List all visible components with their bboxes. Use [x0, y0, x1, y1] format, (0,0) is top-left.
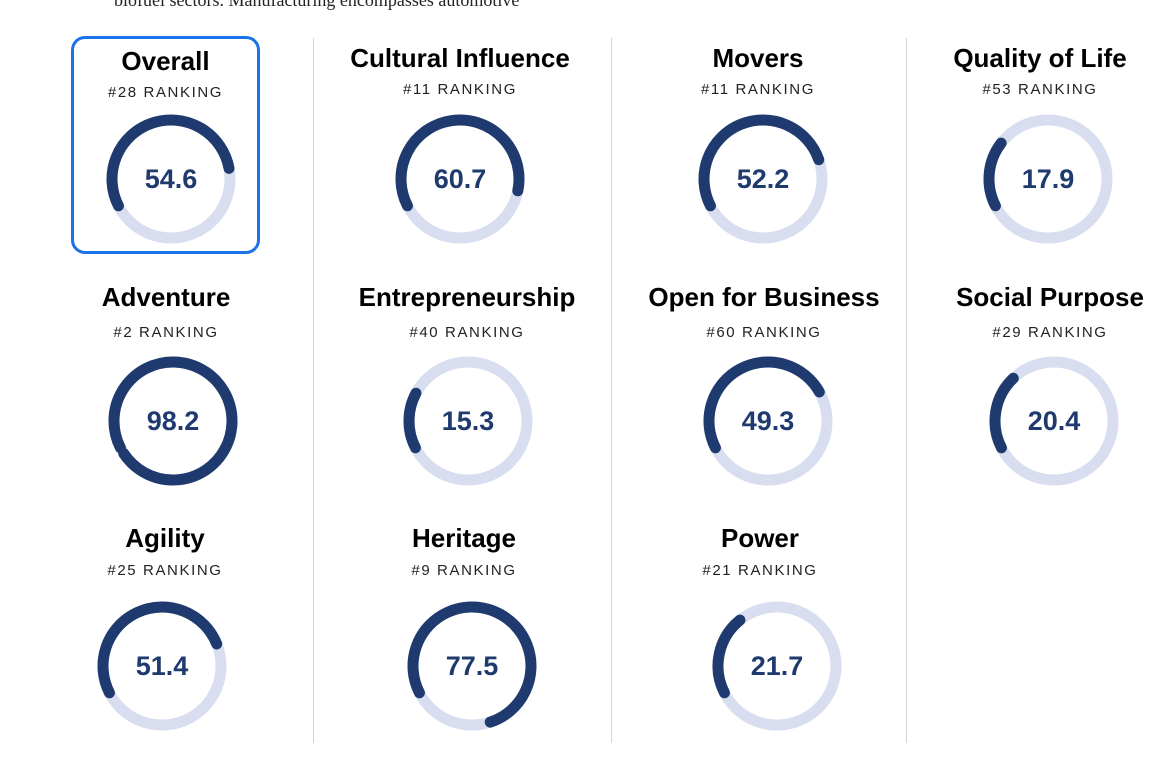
category-card-power[interactable]: Power #21 RANKING 21.7 — [640, 518, 880, 738]
category-title: Open for Business — [648, 282, 880, 312]
score-gauge: 17.9 — [978, 109, 1118, 249]
category-rank: #11 RANKING — [700, 81, 816, 98]
score-gauge: 52.2 — [693, 109, 833, 249]
score-gauge: 60.7 — [390, 109, 530, 249]
score-gauge: 54.6 — [101, 109, 241, 249]
category-rank: #9 RANKING — [411, 562, 517, 579]
category-card-social-purpose[interactable]: Social Purpose #29 RANKING 20.4 — [930, 278, 1170, 498]
score-gauge: 21.7 — [707, 596, 847, 736]
score-value: 54.6 — [144, 164, 198, 194]
category-card-cultural-influence[interactable]: Cultural Influence #11 RANKING 60.7 — [340, 36, 580, 256]
score-gauge: 98.2 — [103, 351, 243, 491]
score-value: 49.3 — [741, 406, 795, 436]
score-value: 52.2 — [736, 164, 790, 194]
score-gauge: 20.4 — [984, 351, 1124, 491]
intro-text: biofuel sectors. Manufacturing encompass… — [114, 0, 520, 10]
category-rank: #60 RANKING — [706, 324, 822, 341]
category-title: Movers — [712, 43, 804, 73]
gauge-fill — [407, 601, 537, 728]
column-divider — [611, 38, 612, 743]
category-title: Adventure — [101, 282, 231, 312]
category-card-heritage[interactable]: Heritage #9 RANKING 77.5 — [344, 518, 584, 738]
category-title: Quality of Life — [953, 43, 1127, 73]
gauge-ring — [407, 601, 537, 731]
gauge-ring — [703, 356, 833, 486]
score-value: 20.4 — [1027, 406, 1081, 436]
gauge-ring — [403, 356, 533, 486]
gauge-fill — [108, 356, 238, 486]
category-title: Power — [720, 523, 800, 553]
gauge-fill — [403, 387, 422, 454]
category-rank: #53 RANKING — [982, 81, 1098, 98]
column-divider — [313, 38, 314, 743]
category-card-movers[interactable]: Movers #11 RANKING 52.2 — [638, 36, 878, 256]
gauge-fill — [395, 114, 525, 212]
category-rank: #40 RANKING — [409, 324, 525, 341]
gauge-ring — [698, 114, 828, 244]
category-title: Cultural Influence — [350, 43, 570, 73]
gauge-fill — [698, 114, 825, 212]
gauge-fill — [989, 372, 1019, 454]
column-divider — [906, 38, 907, 743]
category-card-entrepreneurship[interactable]: Entrepreneurship #40 RANKING 15.3 — [347, 278, 587, 498]
score-gauge: 49.3 — [698, 351, 838, 491]
gauge-fill — [106, 114, 235, 212]
category-rank: #11 RANKING — [402, 81, 518, 98]
category-card-open-for-business[interactable]: Open for Business #60 RANKING 49.3 — [644, 278, 884, 498]
category-title: Agility — [125, 523, 205, 553]
score-gauge: 51.4 — [92, 596, 232, 736]
score-gauge: 15.3 — [398, 351, 538, 491]
score-gauge: 77.5 — [402, 596, 542, 736]
category-rank: #21 RANKING — [702, 562, 818, 579]
gauge-fill — [983, 137, 1007, 212]
category-card-overall[interactable]: Overall #28 RANKING 54.6 — [71, 36, 260, 254]
category-title: Entrepreneurship — [358, 282, 576, 312]
score-value: 98.2 — [146, 406, 200, 436]
gauge-fill — [703, 356, 825, 454]
category-card-agility[interactable]: Agility #25 RANKING 51.4 — [45, 518, 285, 738]
score-value: 51.4 — [135, 651, 189, 681]
gauge-fill — [97, 601, 223, 699]
category-title: Overall — [121, 46, 210, 76]
score-value: 17.9 — [1021, 164, 1075, 194]
score-value: 15.3 — [441, 406, 495, 436]
category-rank: #28 RANKING — [107, 84, 224, 101]
gauge-fill — [712, 614, 746, 699]
category-rank: #25 RANKING — [107, 562, 223, 579]
score-value: 77.5 — [445, 651, 499, 681]
gauge-ring — [712, 601, 842, 731]
gauge-ring — [989, 356, 1119, 486]
category-rank: #29 RANKING — [992, 324, 1108, 341]
category-title: Social Purpose — [956, 282, 1144, 312]
category-card-quality-of-life[interactable]: Quality of Life #53 RANKING 17.9 — [920, 36, 1160, 256]
gauge-ring — [395, 114, 525, 244]
gauge-ring — [983, 114, 1113, 244]
gauge-ring — [106, 114, 236, 244]
score-value: 60.7 — [433, 164, 487, 194]
category-card-adventure[interactable]: Adventure #2 RANKING 98.2 — [46, 278, 286, 498]
score-value: 21.7 — [750, 651, 804, 681]
category-rank: #2 RANKING — [113, 324, 219, 341]
gauge-ring — [108, 356, 238, 486]
gauge-ring — [97, 601, 227, 731]
category-title: Heritage — [411, 523, 517, 553]
